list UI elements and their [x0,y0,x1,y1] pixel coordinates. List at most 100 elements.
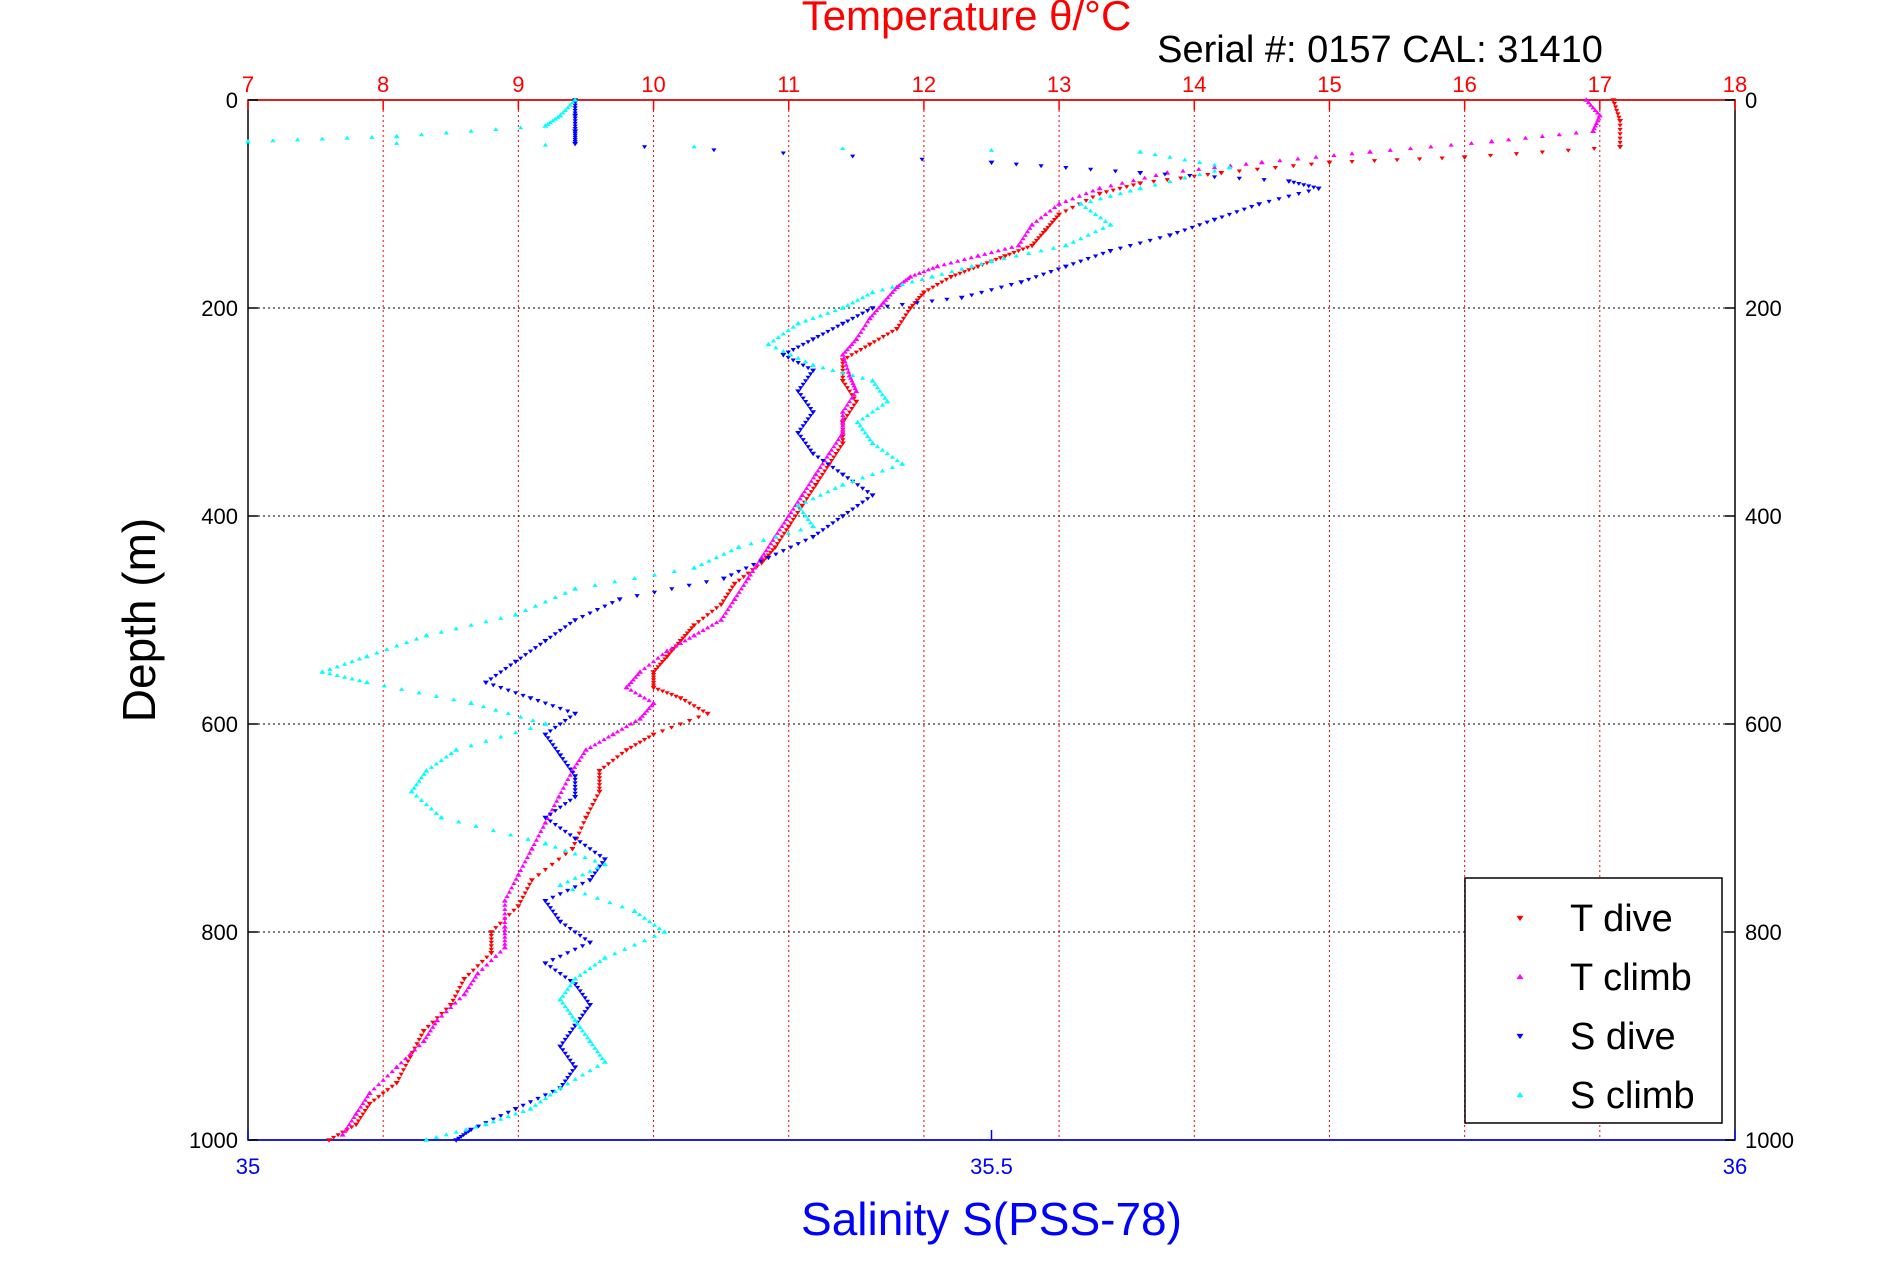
data-point-s-dive [512,1107,519,1112]
data-point-s-dive [572,777,578,782]
data-point-s-climb [570,1014,576,1019]
data-point-t-dive [524,887,530,892]
data-point-t-climb [371,1086,377,1091]
data-point-t-dive [1051,218,1058,222]
data-point-s-climb [505,1114,511,1119]
data-point-t-dive [696,715,702,720]
y-axis-tick-label: 800 [201,920,238,945]
data-point-s-climb [525,836,531,841]
data-point-s-climb [518,714,524,719]
data-point-s-dive [567,621,573,626]
data-point-s-climb [594,865,601,870]
data-point-s-climb [889,284,895,289]
data-point-s-climb [582,969,588,974]
data-point-s-dive [552,746,558,751]
data-point-t-dive [511,908,517,913]
data-point-t-dive [1394,158,1400,163]
data-point-t-dive [920,290,927,296]
data-point-s-climb [646,919,653,924]
data-point-t-climb [1243,161,1249,166]
data-point-t-climb [824,454,830,459]
data-point-s-dive [803,441,809,446]
data-point-t-dive [1617,145,1624,150]
data-point-s-climb [552,1089,558,1094]
data-point-t-climb [974,253,981,258]
data-point-s-dive [567,715,573,720]
data-point-s-climb [577,1024,583,1029]
data-point-t-dive [1083,198,1089,203]
data-point-s-climb [562,990,568,995]
data-point-s-dive [835,469,841,474]
data-point-s-climb [795,320,802,326]
data-point-s-climb [1137,185,1144,191]
data-point-s-climb [1100,225,1106,230]
data-point-s-climb [869,289,876,295]
data-point-s-climb [1107,193,1114,198]
data-point-s-climb [456,819,462,824]
top-axis-tick-label: 15 [1317,72,1341,97]
data-point-s-climb [889,454,895,459]
data-point-t-dive [493,926,499,931]
data-point-t-climb [843,362,849,367]
data-point-t-dive [594,794,600,799]
data-point-s-dive [567,767,573,772]
data-point-s-climb [874,385,881,390]
data-point-s-dive [803,420,809,425]
data-point-t-climb [470,978,476,983]
data-point-s-dive [572,885,578,890]
data-point-t-dive [459,981,465,986]
data-point-s-climb [857,423,863,428]
data-point-s-climb [567,983,573,988]
data-point-t-climb [718,617,725,622]
data-point-s-dive [1256,202,1263,207]
data-point-t-dive [1117,186,1123,191]
data-point-s-dive [572,774,579,779]
data-point-s-climb [909,279,915,284]
data-point-t-dive [1096,191,1103,197]
data-point-s-dive [795,431,802,436]
data-point-t-climb [1076,193,1082,198]
data-point-s-climb [803,499,809,504]
data-point-s-climb [1167,179,1173,184]
data-point-s-dive [488,677,494,682]
data-point-s-climb [411,785,417,790]
data-point-s-dive [929,299,935,304]
data-point-s-dive [461,1133,467,1138]
data-point-t-climb [1180,168,1186,173]
data-point-s-dive [577,933,583,938]
data-point-t-climb [466,985,472,990]
data-point-s-dive [988,160,995,166]
data-point-s-dive [800,363,806,368]
data-point-s-climb [416,778,422,783]
data-point-s-climb [453,626,459,631]
data-point-t-climb [955,258,961,263]
data-point-s-climb [579,872,586,877]
data-point-s-dive [520,1103,526,1108]
data-point-s-dive [572,140,578,144]
data-point-t-dive [768,550,774,555]
data-point-t-climb [582,747,589,752]
data-point-t-dive [1124,185,1130,190]
data-point-s-dive [579,881,586,886]
data-point-s-dive [550,909,556,914]
data-point-s-dive [542,1093,548,1098]
data-point-s-climb [691,144,697,149]
data-point-s-climb [374,650,380,655]
data-point-t-dive [819,472,826,477]
data-point-t-dive [659,689,666,694]
data-point-s-climb [864,292,871,297]
data-point-t-climb [1583,97,1590,102]
data-point-s-climb [572,851,578,856]
data-point-t-climb [841,355,847,360]
data-point-t-dive [484,955,490,960]
data-point-t-climb [844,347,850,352]
data-point-s-climb [601,955,608,960]
data-point-t-climb [1033,218,1040,223]
data-point-t-dive [396,1076,402,1081]
data-point-s-dive [884,304,891,309]
data-point-s-climb [522,608,529,613]
data-point-t-climb [842,349,848,354]
data-point-t-dive [817,476,823,481]
data-point-t-climb [463,988,470,993]
